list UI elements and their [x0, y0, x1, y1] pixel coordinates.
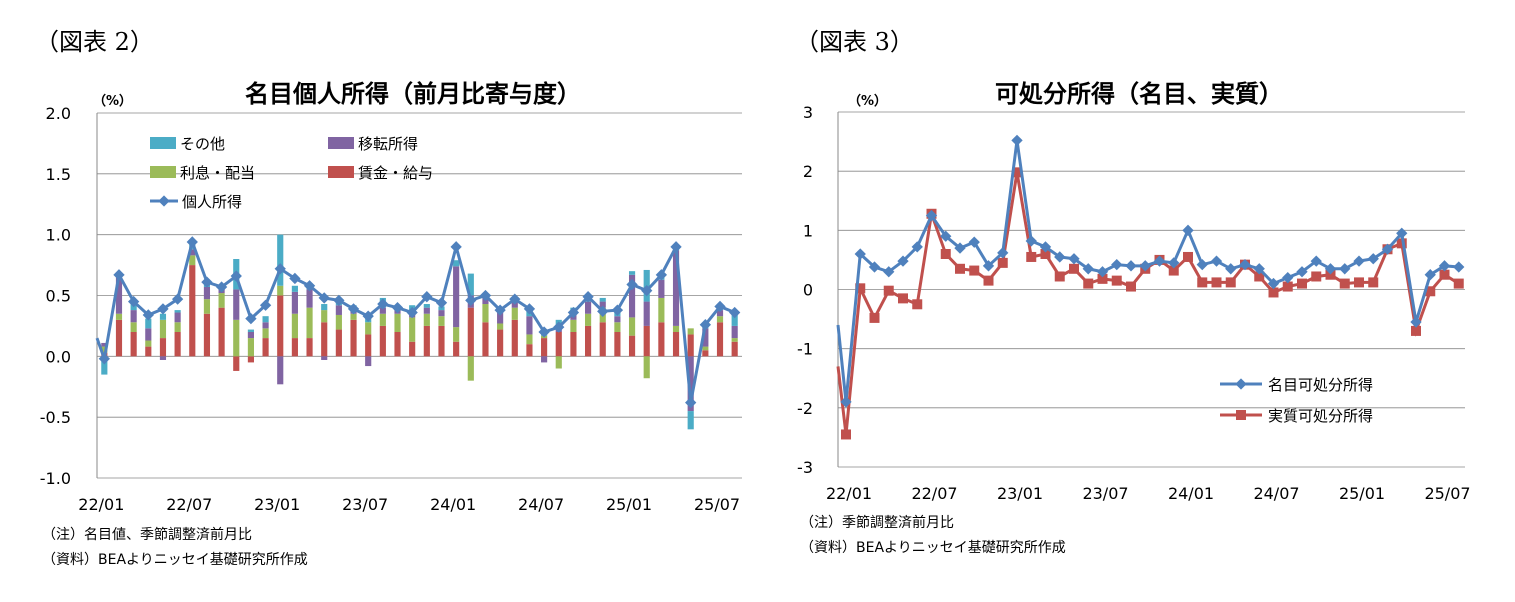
x-tick-label: 25/07: [1424, 484, 1470, 503]
x-tick-label: 24/07: [1253, 484, 1299, 503]
data-point-real: [1297, 279, 1307, 289]
data-point-nominal: [1211, 255, 1222, 266]
right-source: （資料）BEAよりニッセイ基礎研究所作成: [800, 537, 1066, 557]
data-point-real: [1197, 277, 1207, 287]
left-source: （資料）BEAよりニッセイ基礎研究所作成: [42, 549, 308, 569]
data-point-real: [1126, 282, 1136, 292]
data-point-real: [1112, 276, 1122, 286]
data-point-real: [1454, 279, 1464, 289]
data-point-real: [1311, 271, 1321, 281]
data-point-nominal: [1182, 225, 1193, 236]
data-point-real: [1026, 252, 1036, 262]
legend-label: 実質可処分所得: [1268, 407, 1373, 425]
data-point-nominal: [1125, 260, 1136, 271]
data-point-nominal: [1225, 263, 1236, 274]
data-point-real: [984, 276, 994, 286]
x-tick-label: 23/07: [1082, 484, 1128, 503]
data-point-real: [870, 313, 880, 323]
x-tick-label: 25/01: [1339, 484, 1385, 503]
x-tick-label: 22/01: [826, 484, 872, 503]
y-tick-label: -1: [797, 340, 813, 359]
y-tick-label: -3: [797, 458, 813, 477]
data-point-real: [969, 266, 979, 276]
data-point-real: [1354, 277, 1364, 287]
data-point-real: [941, 249, 951, 259]
y-tick-label: -2: [797, 399, 813, 418]
data-point-real: [884, 286, 894, 296]
data-point-real: [1083, 279, 1093, 289]
data-point-real: [955, 264, 965, 274]
y-tick-label: 0: [803, 281, 813, 300]
data-point-real: [1212, 277, 1222, 287]
x-tick-label: 22/07: [911, 484, 957, 503]
y-tick-label: 2: [803, 162, 813, 181]
data-point-nominal: [1011, 135, 1022, 146]
y-tick-label: 1: [803, 221, 813, 240]
data-point-nominal: [1339, 263, 1350, 274]
data-point-real: [1226, 277, 1236, 287]
data-point-real: [1340, 279, 1350, 289]
data-point-real: [1368, 277, 1378, 287]
data-point-nominal: [1197, 259, 1208, 270]
legend-label: 名目可処分所得: [1268, 376, 1373, 394]
data-point-nominal: [1453, 261, 1464, 272]
data-point-nominal: [1353, 255, 1364, 266]
data-point-real: [912, 299, 922, 309]
x-tick-label: 23/01: [997, 484, 1043, 503]
left-note: （注）名目値、季節調整済前月比: [42, 524, 252, 544]
data-point-nominal: [1111, 259, 1122, 270]
data-point-real: [998, 258, 1008, 268]
legend-marker: [1235, 378, 1246, 389]
y-tick-label: 3: [803, 103, 813, 122]
right-note: （注）季節調整済前月比: [800, 512, 954, 532]
data-point-real: [1183, 252, 1193, 262]
data-point-real: [1055, 271, 1065, 281]
x-tick-label: 24/01: [1168, 484, 1214, 503]
data-point-real: [1069, 264, 1079, 274]
legend-marker: [1236, 410, 1246, 420]
data-point-real: [841, 429, 851, 439]
data-point-real: [898, 293, 908, 303]
